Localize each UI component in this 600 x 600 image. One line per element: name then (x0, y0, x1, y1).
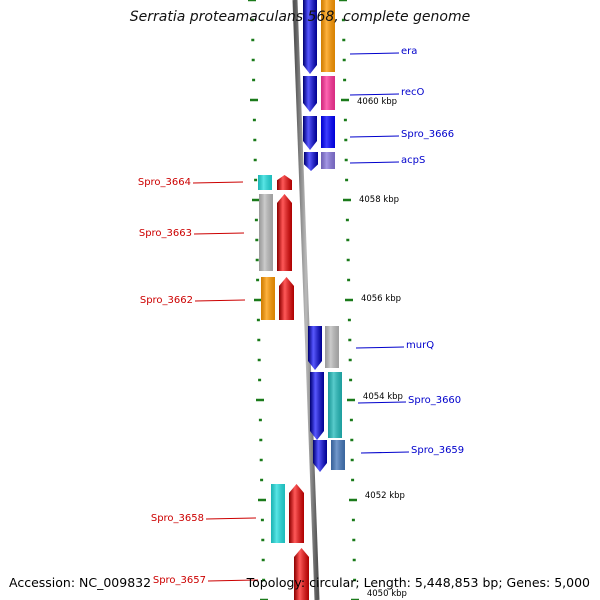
gene-label[interactable]: Spro_3659 (411, 445, 464, 456)
gene-color-bar-shade (271, 484, 285, 543)
label-leader-line (192, 181, 244, 184)
reverse-gene-arrow-shade (313, 440, 327, 472)
label-leader-line (207, 579, 259, 582)
genome-backbone (292, 0, 320, 600)
gene-color-bar-shade (321, 0, 335, 72)
forward-gene-arrow-shade (289, 484, 304, 543)
forward-gene-arrow-shade (277, 175, 292, 190)
gene-label[interactable]: Spro_3658 (151, 513, 204, 524)
label-leader-line (355, 346, 405, 349)
gene-label[interactable]: recO (401, 87, 425, 98)
label-leader-line (349, 52, 400, 55)
label-leader-line (357, 401, 407, 404)
gene-layer (258, 0, 345, 600)
gene-label[interactable]: Spro_3662 (140, 295, 193, 306)
label-leader-line (205, 517, 257, 520)
reverse-gene-arrow-shade (303, 76, 317, 112)
forward-gene-arrow-shade (277, 194, 292, 271)
gene-label[interactable]: Spro_3663 (139, 228, 192, 239)
kbp-label: 4058 kbp (359, 195, 399, 205)
gene-color-bar-shade (321, 116, 335, 148)
gene-color-bar-shade (259, 194, 273, 271)
gene-label[interactable]: murQ (406, 340, 434, 351)
gene-color-bar-shade (258, 175, 272, 190)
label-leader-line (349, 135, 400, 138)
forward-gene-arrow-shade (294, 548, 309, 600)
kbp-label: 4052 kbp (365, 491, 405, 501)
tick-marks (248, 0, 359, 600)
reverse-gene-arrow-shade (303, 116, 317, 150)
kbp-label: 4054 kbp (363, 392, 403, 402)
topology-text: Topology: circular; Length: 5,448,853 bp… (246, 575, 590, 590)
gene-label[interactable]: Spro_3666 (401, 129, 454, 140)
label-leader-line (193, 232, 245, 235)
gene-label[interactable]: acpS (401, 155, 425, 166)
accession-text: Accession: NC_009832 (9, 575, 152, 590)
gene-label[interactable]: Spro_3657 (153, 575, 206, 586)
gene-color-bar-shade (325, 326, 339, 368)
reverse-gene-arrow-shade (303, 0, 317, 74)
gene-color-bar-shade (331, 440, 345, 470)
gene-label[interactable]: Spro_3660 (408, 395, 461, 406)
label-leader-line (194, 299, 246, 302)
gene-label[interactable]: Spro_3664 (138, 177, 191, 188)
label-leader-line (349, 93, 400, 96)
label-leader-line (360, 451, 410, 454)
gene-label[interactable]: era (401, 46, 417, 57)
label-leader-line (349, 161, 400, 164)
gene-color-bar-shade (321, 152, 335, 169)
reverse-gene-arrow-shade (308, 326, 322, 370)
gene-color-bar-shade (328, 372, 342, 438)
label-layer: 4060 kbp 4058 kbp 4056 kbp 4054 kbp 4052 kbp… (138, 46, 464, 599)
forward-gene-arrow-shade (279, 277, 294, 320)
page-title: Serratia proteamaculans 568, complete ge… (129, 9, 471, 25)
kbp-label: 4050 kbp (367, 589, 407, 599)
reverse-gene-arrow-shade (304, 152, 318, 171)
kbp-label: 4056 kbp (361, 294, 401, 304)
reverse-gene-arrow-shade (310, 372, 324, 440)
gene-color-bar-shade (321, 76, 335, 110)
kbp-label: 4060 kbp (357, 97, 397, 107)
gene-color-bar-shade (261, 277, 275, 320)
